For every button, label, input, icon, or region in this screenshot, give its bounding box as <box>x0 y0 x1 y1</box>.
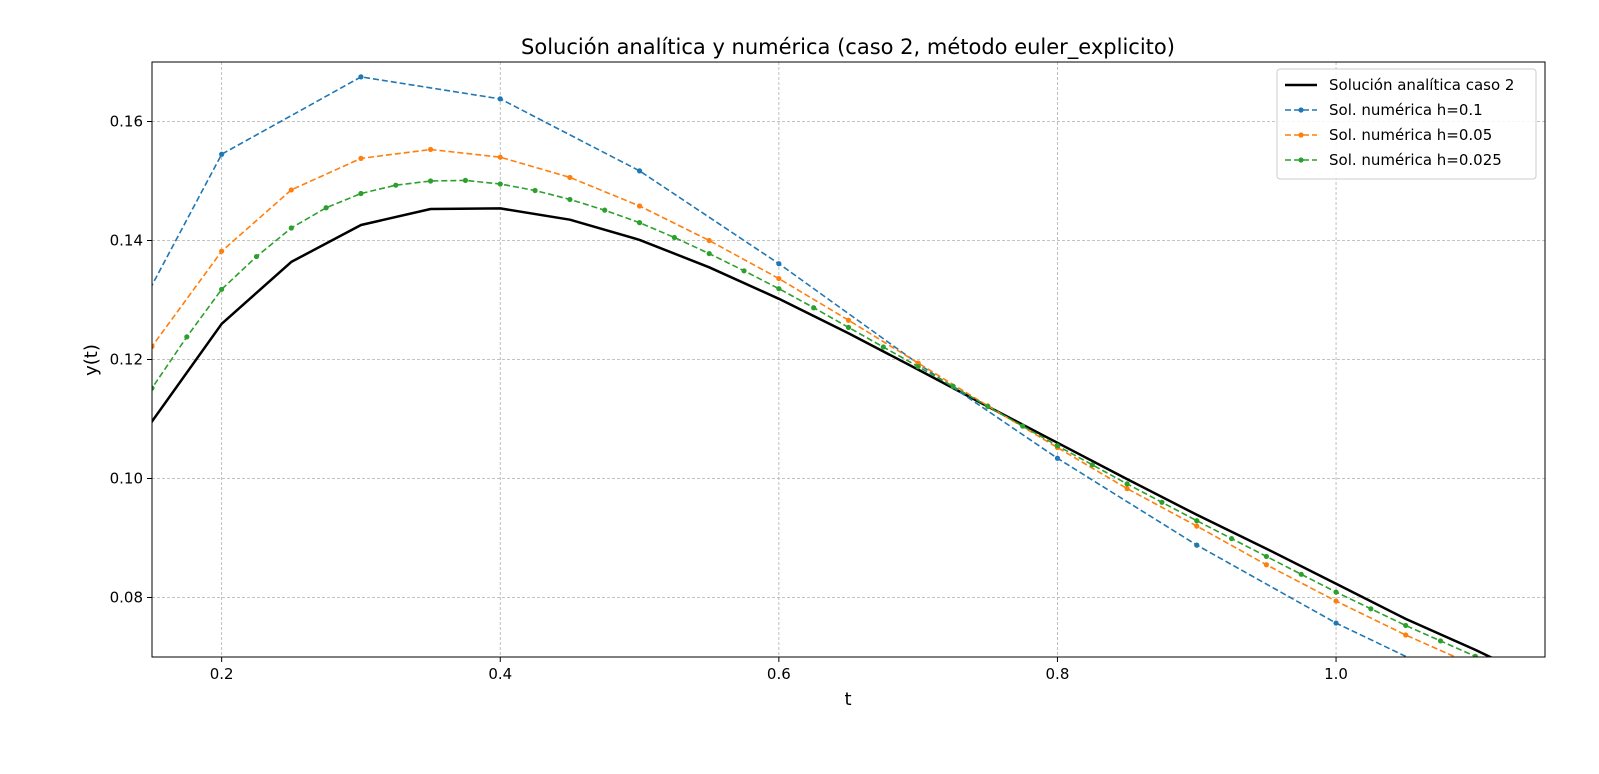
series-layer <box>152 74 1494 657</box>
series-line <box>152 148 1458 657</box>
legend-box <box>1276 68 1537 180</box>
data-point <box>636 203 643 209</box>
series-3 <box>152 177 1479 657</box>
series-line <box>152 207 1494 657</box>
data-point <box>636 168 643 174</box>
data-point <box>1437 638 1444 644</box>
data-point <box>1263 553 1269 560</box>
data-point <box>288 225 294 231</box>
data-point <box>497 96 503 102</box>
data-point <box>636 220 643 226</box>
data-point <box>428 146 434 153</box>
y-tick-label: 0.08 <box>110 589 143 607</box>
data-point <box>1194 523 1200 529</box>
data-point <box>706 237 712 244</box>
data-point <box>253 253 260 260</box>
data-point <box>532 187 538 194</box>
data-point <box>776 261 782 267</box>
legend-marker <box>1298 107 1304 113</box>
data-point <box>950 383 956 389</box>
y-tick-label: 0.14 <box>110 232 143 250</box>
data-point <box>776 286 782 292</box>
data-point <box>323 205 329 211</box>
data-point <box>1194 518 1200 524</box>
data-point <box>1333 620 1339 626</box>
data-point <box>1368 606 1374 612</box>
y-tick-label: 0.10 <box>110 470 143 488</box>
data-point <box>985 403 991 410</box>
legend-label: Solución analítica caso 2 <box>1329 76 1514 94</box>
data-point <box>915 364 921 370</box>
chart-title: Solución analítica y numérica (caso 2, m… <box>521 35 1175 60</box>
data-point <box>1124 481 1130 487</box>
data-point <box>497 181 503 187</box>
data-point <box>1020 423 1026 429</box>
x-axis-label: t <box>844 689 851 710</box>
x-tick-label: 0.4 <box>488 665 512 683</box>
data-point <box>152 385 155 391</box>
data-point <box>845 317 852 323</box>
data-point <box>845 324 852 330</box>
legend-marker <box>1298 132 1304 138</box>
data-point <box>358 74 364 80</box>
data-point <box>288 187 294 193</box>
data-point <box>567 174 573 181</box>
data-point <box>219 248 225 254</box>
data-point <box>428 178 434 184</box>
data-point <box>1298 571 1304 577</box>
data-point <box>1333 589 1339 595</box>
data-point <box>1403 632 1409 638</box>
data-point <box>880 344 886 350</box>
data-point <box>462 177 469 184</box>
y-axis-label: y(t) <box>81 344 102 376</box>
legend-label: Sol. numérica h=0.05 <box>1329 126 1492 144</box>
x-tick-label: 0.6 <box>767 665 791 683</box>
legend-label: Sol. numérica h=0.025 <box>1329 151 1502 169</box>
data-point <box>1472 653 1478 657</box>
data-point <box>1194 542 1200 548</box>
data-point <box>671 234 677 241</box>
y-tick-label: 0.12 <box>110 351 143 369</box>
data-point <box>497 154 503 160</box>
data-point <box>219 286 225 292</box>
data-point <box>1159 499 1165 505</box>
data-point <box>915 360 921 366</box>
data-point <box>184 334 190 340</box>
ticks: 0.2 0.4 0.6 0.8 1.0 0.08 0.10 0.12 0.14 0.16 <box>110 113 1348 684</box>
data-point <box>358 155 364 161</box>
legend-marker <box>1298 157 1304 163</box>
data-point <box>1228 535 1235 542</box>
data-point <box>811 305 817 311</box>
data-point <box>1403 622 1409 629</box>
data-point <box>393 182 399 188</box>
legend-label: Sol. numérica h=0.1 <box>1329 101 1483 119</box>
data-point <box>1089 462 1095 468</box>
data-point <box>1124 486 1130 492</box>
y-tick-label: 0.16 <box>110 113 143 131</box>
data-point <box>219 151 225 157</box>
data-point <box>358 190 364 197</box>
x-tick-label: 0.8 <box>1046 665 1070 683</box>
data-point <box>1054 443 1061 449</box>
data-point <box>1263 562 1269 568</box>
series-line <box>152 179 1479 657</box>
data-point <box>706 250 712 257</box>
data-point <box>776 275 782 282</box>
data-point <box>741 268 747 274</box>
legend: Solución analítica caso 2 Sol. numérica h… <box>1276 68 1537 180</box>
data-point <box>1333 598 1339 604</box>
data-point <box>602 207 608 213</box>
data-point <box>567 196 573 203</box>
x-tick-label: 1.0 <box>1324 665 1348 683</box>
data-point <box>152 343 155 350</box>
data-point <box>1054 455 1061 461</box>
x-tick-label: 0.2 <box>210 665 234 683</box>
series-0 <box>152 207 1494 657</box>
